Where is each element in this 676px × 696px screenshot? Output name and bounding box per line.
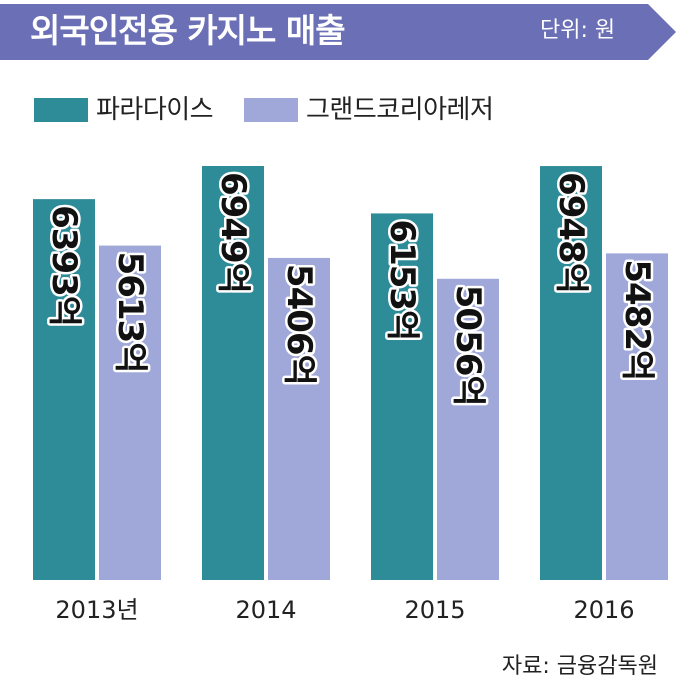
data-label-grandkorea-2: 5056억 — [448, 285, 488, 406]
data-label-grandkorea-3: 5482억 — [617, 259, 657, 380]
bar-grandkorea-1 — [268, 257, 330, 580]
bar-paradise-0 — [33, 199, 95, 581]
data-label-grandkorea-1: 5406억 — [279, 264, 319, 385]
category-label-1: 2014 — [235, 596, 296, 624]
data-label-paradise-2: 6153억 — [382, 219, 422, 340]
title-banner: 외국인전용 카지노 매출 단위: 원 — [0, 0, 676, 64]
bar-paradise-3 — [540, 166, 602, 580]
data-label-grandkorea-0: 5613억 — [110, 252, 150, 373]
bar-grandkorea-2 — [437, 278, 499, 580]
chart-title: 외국인전용 카지노 매출 — [30, 11, 346, 50]
bar-grandkorea-0 — [99, 245, 161, 580]
category-label-0: 2013년 — [55, 596, 138, 624]
legend-label-paradise: 파라다이스 — [96, 95, 214, 125]
legend-swatch-paradise — [34, 98, 88, 122]
source-note: 자료: 금융감독원 — [501, 654, 658, 679]
legend-swatch-grandkorea — [244, 98, 298, 122]
bar-grandkorea-3 — [606, 253, 668, 580]
data-label-paradise-3: 6948억 — [551, 172, 591, 293]
unit-label: 단위: 원 — [540, 18, 616, 43]
bar-paradise-2 — [371, 213, 433, 581]
data-label-paradise-0: 6393억 — [44, 205, 84, 326]
legend-label-grandkorea: 그랜드코리아레저 — [306, 95, 494, 125]
banner-arrow-shape — [0, 4, 676, 60]
data-label-paradise-1: 6949억 — [213, 172, 253, 293]
category-label-2: 2015 — [404, 596, 465, 624]
bar-paradise-1 — [202, 166, 264, 580]
category-label-3: 2016 — [573, 596, 634, 624]
